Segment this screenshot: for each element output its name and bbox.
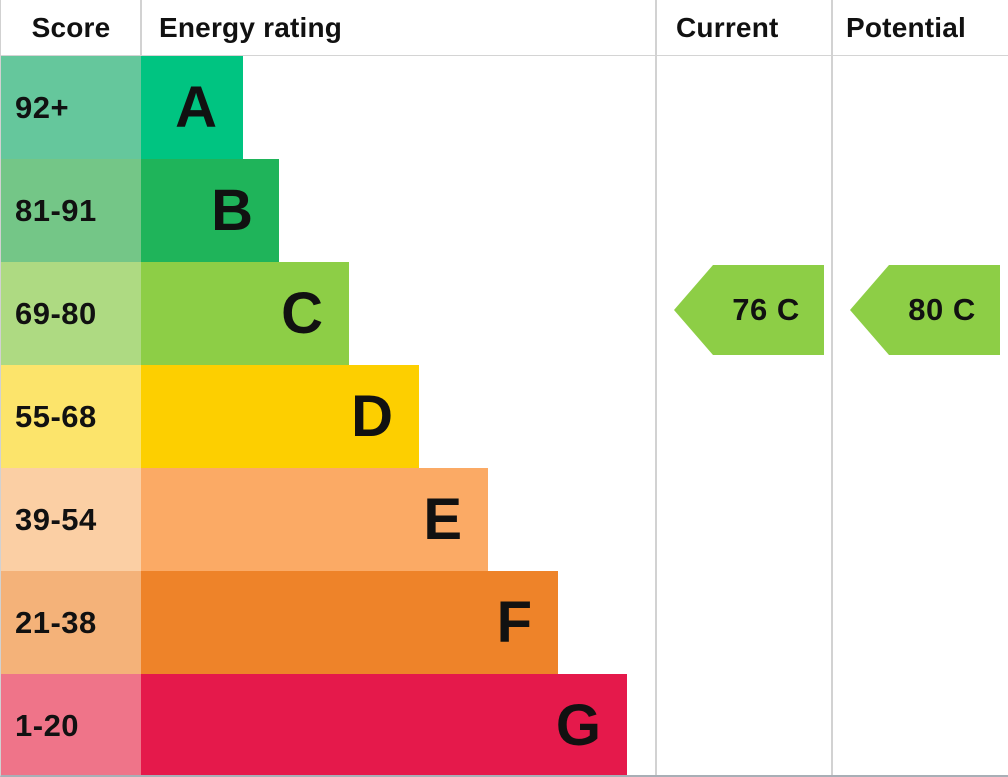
table-header: Score Energy rating Current Potential [1, 0, 1008, 56]
rating-letter-e: E [423, 486, 462, 552]
rating-bar-e: E [141, 468, 488, 571]
score-range-a: 92+ [1, 56, 141, 159]
divider-current-potential [831, 0, 833, 775]
rating-row-a: 92+ A [1, 56, 657, 159]
score-range-c: 69-80 [1, 262, 141, 365]
rating-row-b: 81-91 B [1, 159, 657, 262]
header-energy-rating: Energy rating [159, 12, 343, 43]
rating-bar-g: G [141, 674, 627, 775]
divider-score-rating [140, 0, 142, 56]
score-range-g: 1-20 [1, 674, 141, 775]
potential-rating-arrow: 80 C [850, 265, 1000, 355]
score-range-d: 55-68 [1, 365, 141, 468]
header-current: Current [676, 12, 779, 43]
rating-letter-b: B [211, 177, 253, 243]
rating-row-g: 1-20 G [1, 674, 657, 775]
current-rating-value: 76 C [732, 292, 800, 327]
rating-rows: 92+ A 81-91 B 69-80 C 55-68 D 39-54 E 21… [1, 56, 657, 775]
rating-bar-d: D [141, 365, 419, 468]
header-score: Score [31, 12, 111, 43]
rating-bar-f: F [141, 571, 558, 674]
potential-rating-value: 80 C [908, 292, 976, 327]
current-rating-arrow: 76 C [674, 265, 824, 355]
rating-row-d: 55-68 D [1, 365, 657, 468]
score-range-e: 39-54 [1, 468, 141, 571]
rating-bar-a: A [141, 56, 243, 159]
rating-bar-c: C [141, 262, 349, 365]
rating-letter-d: D [351, 383, 393, 449]
rating-letter-f: F [496, 589, 532, 655]
header-potential: Potential [846, 12, 967, 43]
rating-letter-c: C [281, 280, 323, 346]
rating-row-c: 69-80 C [1, 262, 657, 365]
score-range-b: 81-91 [1, 159, 141, 262]
rating-row-f: 21-38 F [1, 571, 657, 674]
rating-row-e: 39-54 E [1, 468, 657, 571]
rating-bar-b: B [141, 159, 279, 262]
rating-letter-a: A [175, 74, 217, 140]
score-range-f: 21-38 [1, 571, 141, 674]
rating-letter-g: G [555, 692, 601, 758]
divider-rating-current [655, 0, 657, 775]
